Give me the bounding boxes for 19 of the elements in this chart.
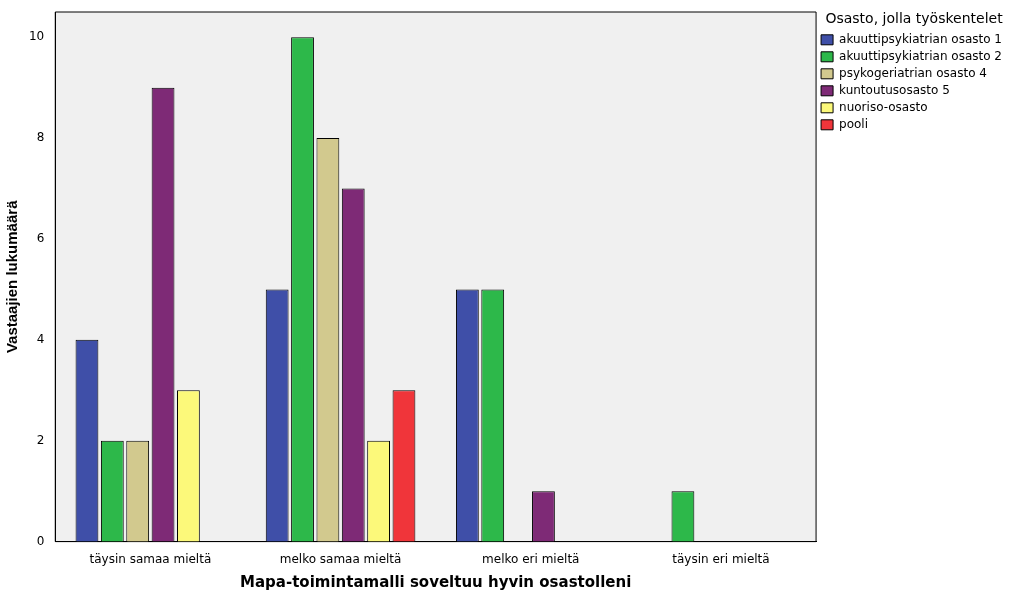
legend-title: Osasto, jolla työskentelet [825,9,1004,26]
y-tick-label: 6 [36,231,45,246]
legend-label: akuuttipsykiatrian osasto 1 [839,31,1002,46]
legend-label: kuntoutusosasto 5 [839,82,950,97]
y-axis-title: Vastaajien lukumäärä [3,199,21,354]
legend-label: akuuttipsykiatrian osasto 2 [839,48,1002,63]
legend-label: pooli [839,116,869,131]
y-tick-label: 8 [36,130,45,145]
legend-label: nuoriso-osasto [839,99,928,114]
legend-label: psykogeriatrian osasto 4 [839,65,987,80]
x-tick-label: täysin eri mieltä [672,551,770,566]
y-tick-label: 2 [36,432,45,447]
x-tick-label: melko samaa mieltä [279,551,402,566]
y-tick-label: 4 [36,331,45,346]
y-tick-label: 0 [36,533,45,548]
x-tick-label: täysin samaa mieltä [89,551,212,566]
y-tick-label: 10 [28,29,45,44]
x-axis-title: Mapa-toimintamalli soveltuu hyvin osastolleni [240,572,632,591]
x-tick-label: melko eri mieltä [482,551,580,566]
